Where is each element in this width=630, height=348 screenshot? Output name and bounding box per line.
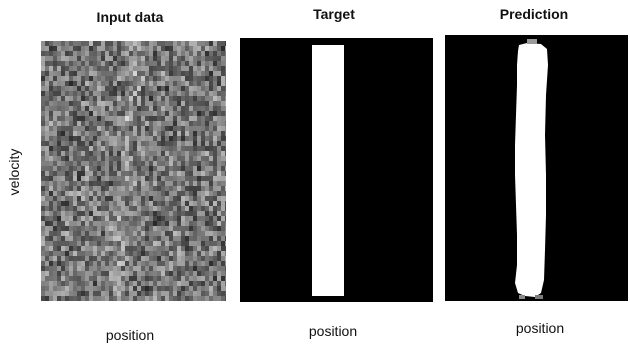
x-axis-label-prediction: position: [515, 320, 565, 336]
panel-title-prediction: Prediction: [499, 6, 569, 22]
input-data-panel: [41, 41, 226, 301]
prediction-bar: [515, 43, 548, 297]
target-panel: [240, 38, 433, 302]
prediction-panel: [445, 35, 628, 301]
prediction-image: [445, 35, 628, 301]
input-noise-image: [41, 41, 226, 301]
target-bar: [312, 45, 344, 296]
x-axis-label-input: position: [105, 327, 155, 343]
panel-title-target: Target: [313, 6, 355, 22]
target-image: [240, 38, 433, 302]
y-axis-label: velocity: [6, 148, 22, 196]
panel-title-input: Input data: [96, 9, 164, 25]
x-axis-label-target: position: [308, 323, 358, 339]
